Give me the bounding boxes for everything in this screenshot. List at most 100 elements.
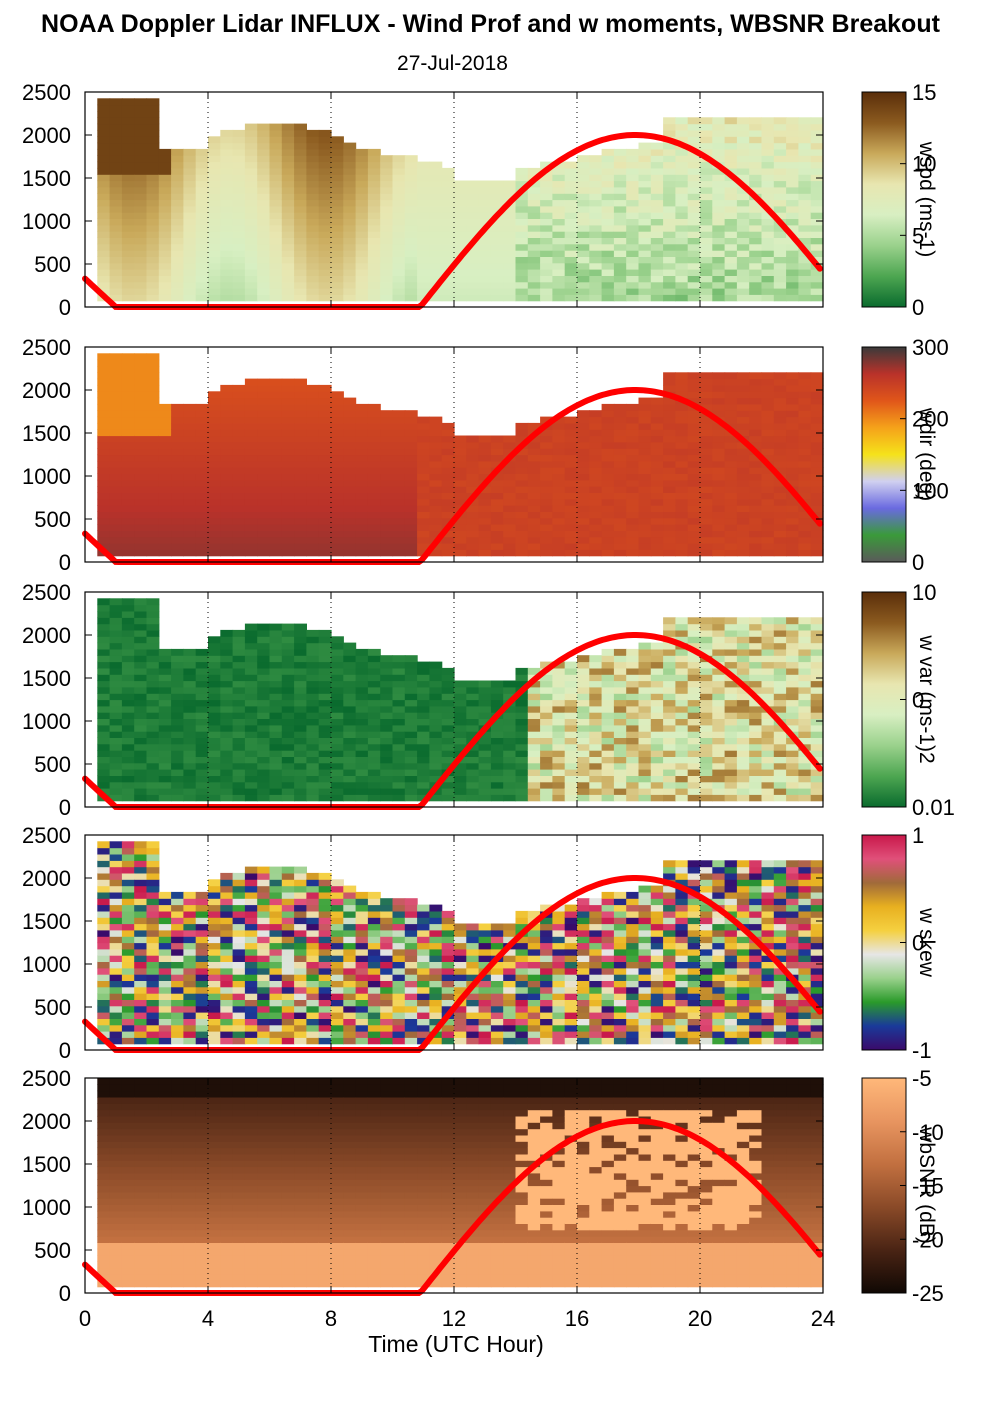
heatmap-cell [244, 205, 258, 213]
heatmap-cell [540, 294, 553, 302]
heatmap-cell [736, 718, 750, 726]
heatmap-cell [540, 486, 553, 493]
heatmap-cell [724, 250, 738, 257]
heatmap-cell [749, 788, 763, 795]
heatmap-cell [171, 429, 184, 437]
heatmap-cell [134, 942, 148, 950]
heatmap-cell [675, 193, 689, 201]
heatmap-cell [109, 416, 123, 424]
heatmap-cell [195, 718, 209, 726]
heatmap-cell [343, 486, 357, 493]
heatmap-cell [269, 724, 283, 732]
heatmap-cell [109, 460, 123, 468]
heatmap-cell [158, 454, 172, 462]
heatmap-cell [712, 674, 726, 682]
heatmap-cell [650, 712, 664, 719]
heatmap-cell [146, 756, 160, 764]
heatmap-cell [786, 180, 799, 188]
heatmap-cell [121, 174, 135, 182]
heatmap-cell [109, 372, 123, 380]
heatmap-cell [712, 218, 726, 226]
heatmap-cell [220, 948, 234, 956]
heatmap-cell [306, 441, 320, 449]
heatmap-cell [294, 769, 307, 776]
heatmap-cell [589, 416, 603, 424]
heatmap-cell [97, 993, 111, 1000]
heatmap-cell [564, 543, 578, 550]
heatmap-cell [700, 250, 713, 257]
heatmap-cell [404, 448, 418, 456]
heatmap-cell [650, 288, 664, 295]
heatmap-cell [724, 724, 738, 732]
heatmap-cell [675, 161, 689, 169]
heatmap-cell [429, 422, 443, 430]
heatmap-cell [577, 794, 590, 802]
heatmap-cell [552, 674, 566, 682]
heatmap-cell [281, 199, 295, 207]
heatmap-cell [183, 448, 197, 456]
heatmap-cell [527, 794, 541, 802]
heatmap-cell [244, 743, 258, 751]
heatmap-cell [331, 724, 344, 732]
heatmap-cell [761, 731, 775, 738]
heatmap-cell [527, 750, 541, 757]
heatmap-cell [257, 718, 271, 726]
heatmap-cell [380, 212, 394, 219]
heatmap-cell [121, 712, 135, 719]
heatmap-cell [650, 775, 664, 783]
heatmap-cell [675, 123, 689, 131]
heatmap-cell [146, 904, 160, 912]
heatmap-cell [318, 199, 332, 207]
heatmap-cell [306, 724, 320, 732]
heatmap-cell [109, 505, 123, 512]
heatmap-cell [503, 256, 517, 264]
heatmap-cell [687, 705, 701, 713]
heatmap-cell [97, 517, 111, 525]
heatmap-cell [97, 505, 111, 512]
heatmap-cell [294, 655, 307, 663]
heatmap-cell [97, 180, 111, 188]
heatmap-cell [417, 288, 430, 295]
heatmap-cell [318, 275, 332, 283]
heatmap-cell [146, 281, 160, 289]
heatmap-cell [269, 680, 283, 688]
heatmap-cell [429, 492, 443, 500]
heatmap-cell [736, 294, 750, 302]
heatmap-cell [429, 269, 443, 276]
heatmap-cell [121, 750, 135, 757]
heatmap-cell [589, 693, 603, 701]
heatmap-cell [736, 269, 750, 276]
heatmap-cell [195, 473, 209, 481]
heatmap-cell [761, 243, 775, 251]
heatmap-cell [109, 237, 123, 245]
heatmap-cell [121, 910, 135, 918]
heatmap-cell [601, 524, 615, 531]
heatmap-cell [552, 769, 566, 776]
heatmap-cell [355, 448, 369, 456]
heatmap-cell [183, 460, 197, 468]
heatmap-cell [392, 269, 406, 276]
heatmap-cell [158, 999, 172, 1007]
heatmap-cell [527, 743, 541, 751]
heatmap-cell [158, 161, 172, 169]
heatmap-cell [736, 479, 750, 487]
heatmap-cell [367, 294, 381, 302]
heatmap-cell [257, 636, 271, 644]
heatmap-cell [687, 794, 701, 802]
heatmap-cell [195, 422, 209, 430]
heatmap-cell [121, 391, 135, 399]
heatmap-cell [613, 256, 627, 264]
heatmap-cell [503, 492, 517, 500]
heatmap-cell [257, 155, 271, 163]
heatmap-cell [380, 769, 394, 776]
heatmap-cell [540, 743, 553, 751]
heatmap-cell [700, 174, 713, 182]
heatmap-cell [208, 511, 221, 519]
heatmap-cell [589, 288, 603, 295]
heatmap-cell [343, 155, 357, 163]
heatmap-cell [761, 441, 775, 449]
heatmap-cell [515, 288, 529, 295]
heatmap-cell [355, 454, 369, 462]
heatmap-cell [121, 737, 135, 745]
heatmap-cell [638, 756, 652, 764]
